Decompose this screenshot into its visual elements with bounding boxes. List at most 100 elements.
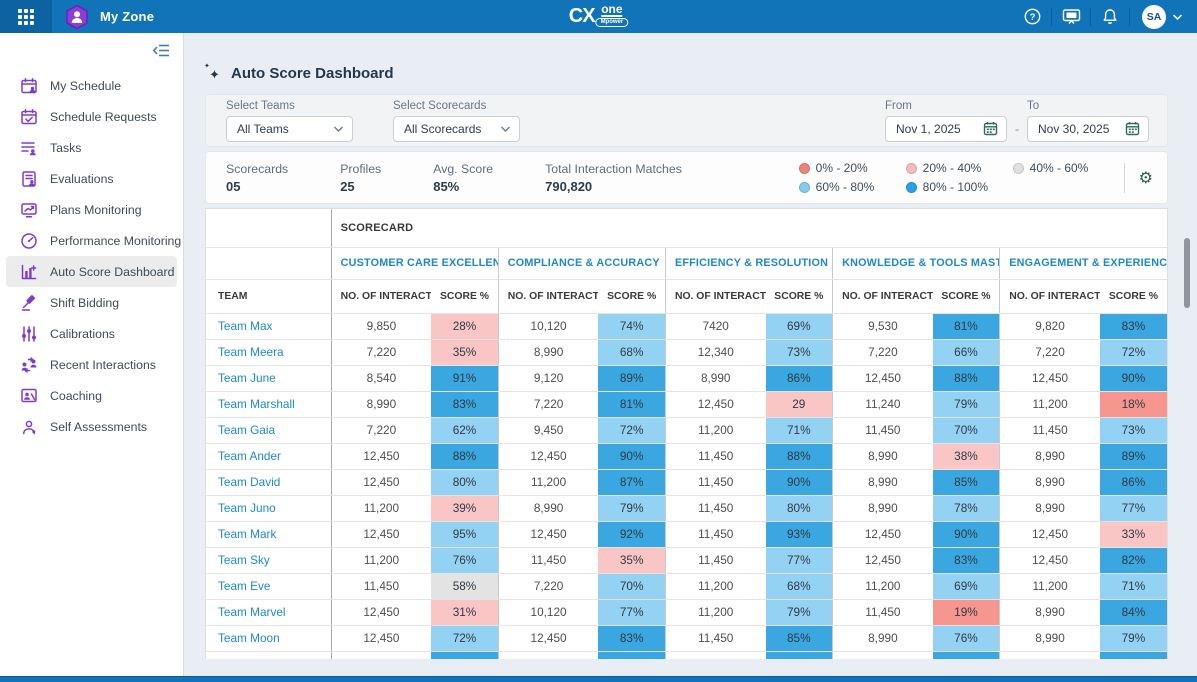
team-link[interactable]: Team Sky bbox=[206, 547, 332, 574]
to-date-input[interactable]: Nov 30, 2025 bbox=[1027, 115, 1149, 142]
page-title: Auto Score Dashboard bbox=[231, 65, 394, 82]
table-row: Team Gaia 7,220 62% 9,450 72% 11,200 71% 11,450… bbox=[206, 417, 1167, 444]
sidebar-collapse-button[interactable] bbox=[152, 43, 171, 58]
score-column-header[interactable]: SCORE % bbox=[598, 279, 666, 314]
interactions-column-header[interactable]: NO. OF INTERACTI... bbox=[832, 279, 933, 314]
team-link[interactable]: Team Ander bbox=[206, 443, 332, 470]
interactions-cell: 7,220 bbox=[330, 339, 432, 366]
interactions-cell: 9,820 bbox=[999, 313, 1100, 340]
announcements-button[interactable] bbox=[1052, 7, 1090, 27]
team-link[interactable]: Team Mark bbox=[206, 521, 332, 548]
score-column-header[interactable]: SCORE % bbox=[765, 279, 833, 314]
score-cell bbox=[1099, 651, 1167, 659]
score-column-header[interactable]: SCORE % bbox=[1099, 279, 1167, 314]
legend-label: 40% - 60% bbox=[1029, 161, 1089, 175]
score-cell: 78% bbox=[932, 495, 1000, 522]
interactions-cell: 8,990 bbox=[832, 495, 933, 522]
score-cell: 68% bbox=[598, 339, 666, 366]
teams-select[interactable]: All Teams bbox=[226, 115, 353, 142]
settings-gear-icon[interactable]: ⚙ bbox=[1138, 167, 1153, 187]
sidebar-item-recent-interactions[interactable]: Recent Interactions bbox=[6, 349, 177, 380]
table-row: Team Meera 7,220 35% 8,990 68% 12,340 73% 7,220… bbox=[206, 339, 1167, 366]
team-link[interactable]: Team June bbox=[206, 365, 332, 392]
team-link[interactable]: Team David bbox=[206, 469, 332, 496]
legend-item-0-20: 0% - 20% bbox=[798, 161, 906, 175]
sidebar-item-label: Shift Bidding bbox=[50, 295, 120, 310]
sidebar-item-my-schedule[interactable]: My Schedule bbox=[6, 70, 177, 101]
team-link[interactable]: Team Marshall bbox=[206, 391, 332, 418]
score-cell: 70% bbox=[598, 573, 666, 600]
from-date-input[interactable]: Nov 1, 2025 bbox=[885, 115, 1007, 142]
stat-label: Avg. Score bbox=[433, 161, 494, 176]
team-link bbox=[206, 651, 331, 659]
app-switcher-button[interactable] bbox=[0, 0, 52, 33]
stat-scorecards: Scorecards 05 bbox=[226, 162, 288, 194]
interactions-cell: 12,450 bbox=[664, 391, 766, 418]
stat-label: Total Interaction Matches bbox=[545, 161, 682, 176]
score-column-header[interactable]: SCORE % bbox=[431, 279, 499, 314]
interactions-column-header[interactable]: NO. OF INTERACTI... bbox=[999, 279, 1100, 314]
sidebar-item-auto-score-dashboard[interactable]: Auto Score Dashboard bbox=[6, 256, 177, 287]
interactions-cell: 12,450 bbox=[999, 547, 1100, 574]
score-cell: 86% bbox=[1099, 469, 1167, 496]
teams-select-value: All Teams bbox=[237, 121, 289, 136]
interactions-cell: 11,200 bbox=[664, 417, 766, 444]
score-cell: 77% bbox=[765, 547, 833, 574]
sidebar-item-evaluations[interactable]: Evaluations bbox=[6, 163, 177, 194]
legend-item-80-100: 80% - 100% bbox=[905, 180, 1013, 194]
monitor-chart-icon bbox=[20, 201, 38, 219]
sidebar-item-self-assessments[interactable]: Self Assessments bbox=[6, 411, 177, 442]
sidebar-item-coaching[interactable]: Coaching bbox=[6, 380, 177, 411]
sidebar-item-label: Recent Interactions bbox=[50, 357, 156, 372]
sidebar-item-tasks[interactable]: Tasks bbox=[6, 132, 177, 163]
group-header-efficiency-resolution[interactable]: EFFICIENCY & RESOLUTION bbox=[664, 247, 833, 280]
interactions-cell bbox=[497, 651, 599, 659]
legend-label: 60% - 80% bbox=[815, 180, 875, 194]
team-link[interactable]: Team Juno bbox=[206, 495, 332, 522]
interactions-column-header[interactable]: NO. OF INTERACTI... bbox=[664, 279, 766, 314]
group-header-compliance-accuracy[interactable]: COMPLIANCE & ACCURACY bbox=[497, 247, 666, 280]
team-link[interactable]: Team Eve bbox=[206, 573, 332, 600]
sidebar-item-schedule-requests[interactable]: Schedule Requests bbox=[6, 101, 177, 132]
cxone-logo-one: one bbox=[601, 2, 623, 17]
table-row-clipped bbox=[206, 651, 1167, 659]
group-header-knowledge-tools-mastery[interactable]: KNOWLEDGE & TOOLS MASTERY... bbox=[832, 247, 1000, 280]
help-button[interactable]: ? bbox=[1013, 7, 1051, 27]
team-link[interactable]: Team Gaia bbox=[206, 417, 332, 444]
user-avatar[interactable]: SA bbox=[1142, 4, 1166, 29]
sidebar-item-calibrations[interactable]: Calibrations bbox=[6, 318, 177, 349]
team-link[interactable]: Team Marvel bbox=[206, 599, 332, 626]
select-scorecards-label: Select Scorecards bbox=[393, 99, 487, 112]
sidebar-item-plans-monitoring[interactable]: Plans Monitoring bbox=[6, 194, 177, 225]
score-column-header[interactable]: SCORE % bbox=[932, 279, 1000, 314]
user-menu-button[interactable] bbox=[1172, 13, 1183, 21]
interactions-column-header[interactable]: NO. OF INTERACTI... bbox=[330, 279, 432, 314]
table-row: Team Max 9,850 28% 10,120 74% 7420 69% 9,530 81%… bbox=[206, 313, 1167, 340]
gavel-icon bbox=[20, 294, 38, 312]
interactions-cell: 11,200 bbox=[330, 495, 432, 522]
interactions-cell: 9,850 bbox=[330, 313, 432, 340]
legend-label: 80% - 100% bbox=[922, 180, 989, 194]
legend-item-60-80: 60% - 80% bbox=[798, 180, 906, 194]
team-link[interactable]: Team Meera bbox=[206, 339, 332, 366]
vertical-scrollbar-thumb[interactable] bbox=[1184, 238, 1190, 308]
notifications-button[interactable] bbox=[1091, 7, 1129, 27]
interactions-cell: 12,450 bbox=[330, 625, 432, 652]
interactions-column-header[interactable]: NO. OF INTERACTI... bbox=[497, 279, 599, 314]
scorecards-select[interactable]: All Scorecards bbox=[393, 115, 520, 142]
from-label: From bbox=[885, 99, 912, 112]
group-header-customer-care-excellence[interactable]: CUSTOMER CARE EXCELLENCE bbox=[330, 247, 499, 280]
scorecard-header: SCORECARD bbox=[330, 209, 1167, 248]
group-header-engagement-experience[interactable]: ENGAGEMENT & EXPERIENCE bbox=[999, 247, 1167, 280]
sidebar-item-performance-monitoring[interactable]: Performance Monitoring bbox=[6, 225, 181, 256]
legend-label: 0% - 20% bbox=[815, 161, 868, 175]
score-cell: 83% bbox=[932, 547, 1000, 574]
team-link[interactable]: Team Moon bbox=[206, 625, 332, 652]
cxone-logo-cx: CX bbox=[568, 5, 596, 27]
team-link[interactable]: Team Max bbox=[206, 313, 332, 340]
score-cell: 39% bbox=[431, 495, 499, 522]
sidebar-item-shift-bidding[interactable]: Shift Bidding bbox=[6, 287, 177, 318]
legend-dot-icon bbox=[905, 181, 917, 193]
interactions-cell: 11,450 bbox=[832, 417, 933, 444]
score-cell: 90% bbox=[932, 521, 1000, 548]
